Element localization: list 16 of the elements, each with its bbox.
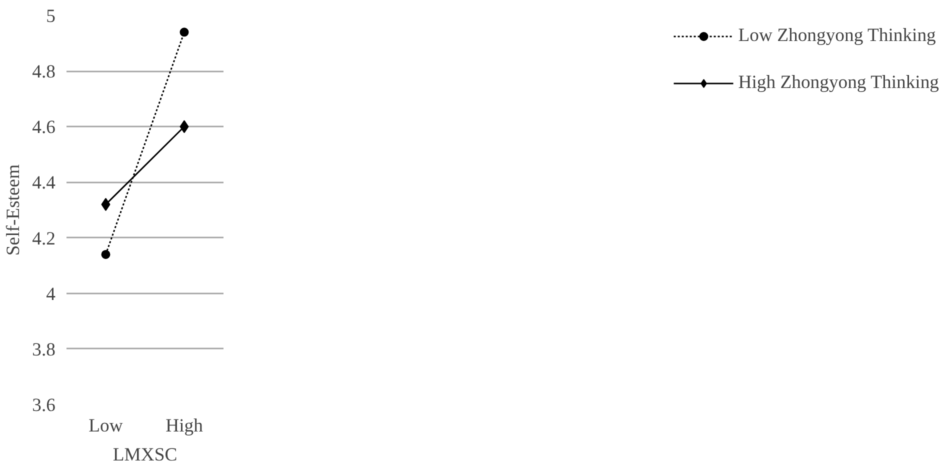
x-axis-title: LMXSC bbox=[112, 444, 178, 466]
y-tick-label: 4.8 bbox=[32, 62, 56, 83]
legend-label: Low Zhongyong Thinking bbox=[738, 25, 936, 47]
legend-label: High Zhongyong Thinking bbox=[738, 72, 939, 94]
y-tick-label: 4 bbox=[46, 284, 56, 305]
x-tick-label: High bbox=[166, 416, 204, 436]
y-tick-label: 4.6 bbox=[32, 117, 56, 138]
point bbox=[180, 28, 189, 37]
y-tick-label: 3.8 bbox=[32, 339, 56, 360]
y-tick-label: 5 bbox=[46, 6, 56, 27]
x-tick-label: Low bbox=[88, 416, 124, 436]
y-axis-title: Self-Esteem bbox=[3, 164, 24, 256]
point bbox=[101, 250, 110, 259]
y-tick-label: 4.4 bbox=[32, 172, 56, 194]
y-tick-label: 4.2 bbox=[32, 228, 56, 250]
y-tick-label: 3.6 bbox=[32, 395, 56, 416]
